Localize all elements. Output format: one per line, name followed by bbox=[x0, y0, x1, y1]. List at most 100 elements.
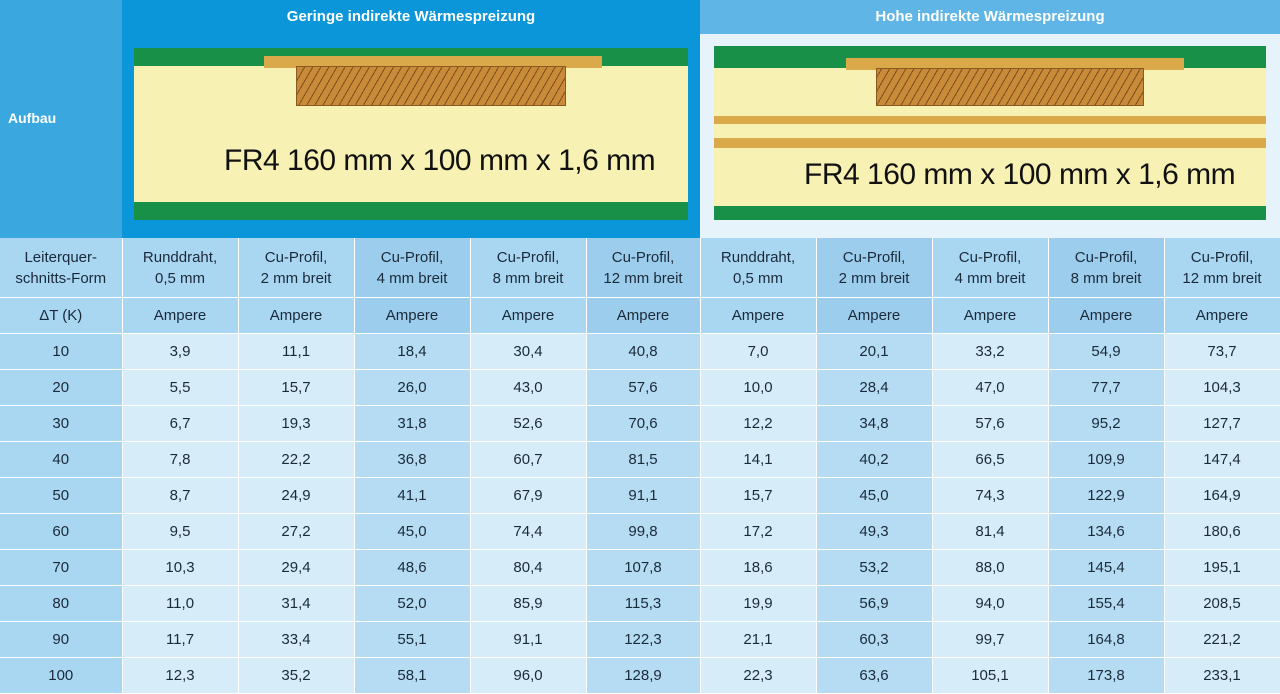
ampere-cell: 66,5 bbox=[932, 441, 1049, 478]
delta-t-header: ΔT (K) bbox=[0, 297, 123, 334]
ampere-cell: 208,5 bbox=[1164, 585, 1280, 622]
table-row: 70 10,3 29,4 48,6 80,4 107,8 18,6 53,2 88,0 145,4… bbox=[0, 549, 1280, 586]
low-spreading-title: Geringe indirekte Wärmespreizung bbox=[286, 8, 536, 25]
ampere-cell: 31,4 bbox=[238, 585, 355, 622]
ampere-cell: 27,2 bbox=[238, 513, 355, 550]
delta-t-cell: 10 bbox=[0, 333, 123, 370]
unit-cell: Ampere bbox=[1048, 297, 1165, 334]
ampere-cell: 30,4 bbox=[470, 333, 587, 370]
ampere-cell: 52,6 bbox=[470, 405, 587, 442]
ampere-cell: 81,5 bbox=[586, 441, 701, 478]
pcb-cross-section-high: FR4 160 mm x 100 mm x 1,6 mm bbox=[714, 46, 1266, 220]
column-header: Runddraht, 0,5 mm bbox=[700, 238, 817, 298]
delta-t-cell: 60 bbox=[0, 513, 123, 550]
pcb-cross-section-low: FR4 160 mm x 100 mm x 1,6 mm bbox=[134, 48, 688, 220]
ampere-cell: 26,0 bbox=[354, 369, 471, 406]
bottom-copper-layer bbox=[714, 206, 1266, 220]
delta-t-cell: 40 bbox=[0, 441, 123, 478]
table-row: 10 3,9 11,1 18,4 30,4 40,8 7,0 20,1 33,2 54,9 73,7 bbox=[0, 333, 1280, 370]
ampere-cell: 6,7 bbox=[122, 405, 239, 442]
ampere-cell: 115,3 bbox=[586, 585, 701, 622]
column-header: Cu-Profil, 4 mm breit bbox=[932, 238, 1049, 298]
unit-cell: Ampere bbox=[354, 297, 471, 334]
high-spreading-canvas: FR4 160 mm x 100 mm x 1,6 mm bbox=[700, 34, 1280, 238]
ampere-cell: 85,9 bbox=[470, 585, 587, 622]
ampacity-table: Leiterquer-schnitts-Form Runddraht, 0,5 mm… bbox=[0, 238, 1280, 694]
column-header: Cu-Profil, 12 mm breit bbox=[586, 238, 701, 298]
ampere-cell: 7,8 bbox=[122, 441, 239, 478]
ampere-cell: 96,0 bbox=[470, 657, 587, 694]
ampere-cell: 31,8 bbox=[354, 405, 471, 442]
ampere-cell: 122,3 bbox=[586, 621, 701, 658]
ampere-cell: 134,6 bbox=[1048, 513, 1165, 550]
column-header: Cu-Profil, 8 mm breit bbox=[470, 238, 587, 298]
bottom-copper-layer bbox=[134, 202, 688, 220]
ampere-cell: 99,7 bbox=[932, 621, 1049, 658]
ampere-cell: 173,8 bbox=[1048, 657, 1165, 694]
ampere-cell: 57,6 bbox=[932, 405, 1049, 442]
ampere-cell: 33,4 bbox=[238, 621, 355, 658]
column-header-row: Leiterquer-schnitts-Form Runddraht, 0,5 mm… bbox=[0, 238, 1280, 298]
table-row: 80 11,0 31,4 52,0 85,9 115,3 19,9 56,9 94,0 155,4… bbox=[0, 585, 1280, 622]
ampere-cell: 81,4 bbox=[932, 513, 1049, 550]
ampere-cell: 77,7 bbox=[1048, 369, 1165, 406]
high-spreading-title: Hohe indirekte Wärmespreizung bbox=[700, 0, 1280, 34]
ampere-cell: 107,8 bbox=[586, 549, 701, 586]
ampere-cell: 233,1 bbox=[1164, 657, 1280, 694]
ampere-cell: 24,9 bbox=[238, 477, 355, 514]
embedded-conductor bbox=[296, 66, 566, 106]
unit-cell: Ampere bbox=[122, 297, 239, 334]
ampere-cell: 8,7 bbox=[122, 477, 239, 514]
ampere-cell: 128,9 bbox=[586, 657, 701, 694]
ampere-cell: 11,1 bbox=[238, 333, 355, 370]
ampere-cell: 195,1 bbox=[1164, 549, 1280, 586]
board-dimensions-high: FR4 160 mm x 100 mm x 1,6 mm bbox=[804, 158, 1236, 191]
ampere-cell: 40,8 bbox=[586, 333, 701, 370]
ampere-cell: 12,2 bbox=[700, 405, 817, 442]
ampere-cell: 47,0 bbox=[932, 369, 1049, 406]
delta-t-cell: 100 bbox=[0, 657, 123, 694]
delta-t-cell: 50 bbox=[0, 477, 123, 514]
table-row: 30 6,7 19,3 31,8 52,6 70,6 12,2 34,8 57,6 95,2 127… bbox=[0, 405, 1280, 442]
ampere-cell: 63,6 bbox=[816, 657, 933, 694]
ampere-cell: 70,6 bbox=[586, 405, 701, 442]
delta-t-cell: 90 bbox=[0, 621, 123, 658]
ampere-cell: 127,7 bbox=[1164, 405, 1280, 442]
inner-copper-plane-2 bbox=[714, 138, 1266, 148]
ampere-cell: 74,4 bbox=[470, 513, 587, 550]
ampere-cell: 3,9 bbox=[122, 333, 239, 370]
ampere-cell: 58,1 bbox=[354, 657, 471, 694]
ampere-cell: 67,9 bbox=[470, 477, 587, 514]
ampere-cell: 12,3 bbox=[122, 657, 239, 694]
unit-cell: Ampere bbox=[700, 297, 817, 334]
ampere-cell: 45,0 bbox=[816, 477, 933, 514]
ampere-cell: 45,0 bbox=[354, 513, 471, 550]
unit-cell: Ampere bbox=[932, 297, 1049, 334]
ampere-cell: 105,1 bbox=[932, 657, 1049, 694]
ampere-cell: 155,4 bbox=[1048, 585, 1165, 622]
ampere-cell: 10,3 bbox=[122, 549, 239, 586]
aufbau-label-cell: Aufbau bbox=[0, 0, 122, 238]
ampere-cell: 55,1 bbox=[354, 621, 471, 658]
ampere-cell: 80,4 bbox=[470, 549, 587, 586]
aufbau-label: Aufbau bbox=[8, 110, 57, 126]
embedded-conductor bbox=[876, 68, 1144, 106]
delta-t-cell: 30 bbox=[0, 405, 123, 442]
ampere-cell: 22,2 bbox=[238, 441, 355, 478]
table-row: 100 12,3 35,2 58,1 96,0 128,9 22,3 63,6 105,1 173… bbox=[0, 657, 1280, 694]
ampere-cell: 145,4 bbox=[1048, 549, 1165, 586]
column-header: Cu-Profil, 8 mm breit bbox=[1048, 238, 1165, 298]
ampere-cell: 5,5 bbox=[122, 369, 239, 406]
ampere-cell: 56,9 bbox=[816, 585, 933, 622]
table-row: 20 5,5 15,7 26,0 43,0 57,6 10,0 28,4 47,0 77,7 104… bbox=[0, 369, 1280, 406]
ampere-cell: 15,7 bbox=[238, 369, 355, 406]
column-header: Cu-Profil, 2 mm breit bbox=[238, 238, 355, 298]
ampere-cell: 164,9 bbox=[1164, 477, 1280, 514]
ampere-cell: 180,6 bbox=[1164, 513, 1280, 550]
ampere-cell: 36,8 bbox=[354, 441, 471, 478]
table-row: 50 8,7 24,9 41,1 67,9 91,1 15,7 45,0 74,3 122,9 16… bbox=[0, 477, 1280, 514]
table-row: 40 7,8 22,2 36,8 60,7 81,5 14,1 40,2 66,5 109,9 14… bbox=[0, 441, 1280, 478]
ampere-cell: 99,8 bbox=[586, 513, 701, 550]
table-row: 90 11,7 33,4 55,1 91,1 122,3 21,1 60,3 99,7 164,8… bbox=[0, 621, 1280, 658]
